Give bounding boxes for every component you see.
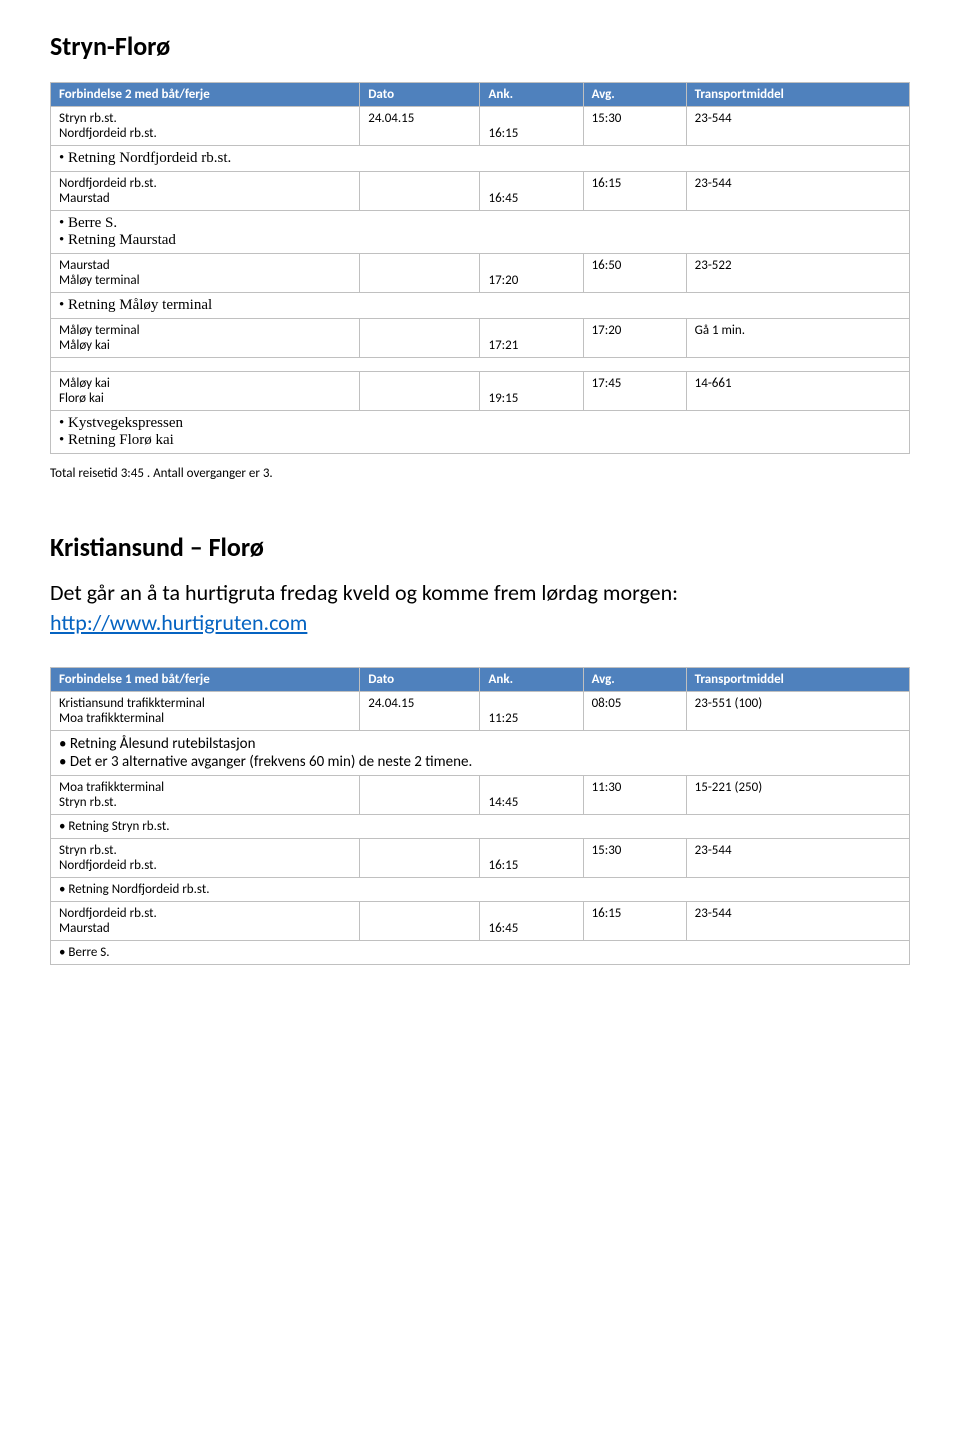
table-note-row: • Retning Stryn rb.st. <box>51 815 910 839</box>
cell-date: 24.04.15 <box>360 107 480 146</box>
table-note-row: • Berre S. <box>51 941 910 965</box>
cell-note: • Berre S. <box>51 941 910 965</box>
cell-ank: 16:45 <box>480 902 583 941</box>
table-spacer <box>51 358 910 372</box>
th-avg: Avg. <box>583 83 686 107</box>
cell-route: Kristiansund trafikkterminalMoa trafikkt… <box>51 692 360 731</box>
cell-ank: 16:45 <box>480 172 583 211</box>
intro-link[interactable]: http://www.hurtigruten.com <box>50 609 307 636</box>
th-trans: Transportmiddel <box>686 668 909 692</box>
cell-ank: 14:45 <box>480 776 583 815</box>
th-avg: Avg. <box>583 668 686 692</box>
cell-note: • Kystvegekspressen• Retning Florø kai <box>51 411 910 454</box>
th-date: Dato <box>360 83 480 107</box>
cell-avg: 08:05 <box>583 692 686 731</box>
table-row: Moa trafikkterminalStryn rb.st. 14:45 11… <box>51 776 910 815</box>
cell-avg: 15:30 <box>583 839 686 878</box>
th-trans: Transportmiddel <box>686 83 909 107</box>
cell-avg: 17:20 <box>583 319 686 358</box>
cell-note: • Berre S.• Retning Maurstad <box>51 211 910 254</box>
cell-trans: 23-551 (100) <box>686 692 909 731</box>
cell-ank: 17:20 <box>480 254 583 293</box>
cell-avg: 11:30 <box>583 776 686 815</box>
cell-trans: 23-522 <box>686 254 909 293</box>
cell-route: Moa trafikkterminalStryn rb.st. <box>51 776 360 815</box>
timetable-2: Forbindelse 1 med båt/ferje Dato Ank. Av… <box>50 667 910 965</box>
intro-text: Det går an å ta hurtigruta fredag kveld … <box>50 578 910 637</box>
cell-avg: 15:30 <box>583 107 686 146</box>
cell-route: Måløy terminalMåløy kai <box>51 319 360 358</box>
cell-trans: Gå 1 min. <box>686 319 909 358</box>
cell-avg: 17:45 <box>583 372 686 411</box>
cell-note: • Retning Måløy terminal <box>51 293 910 319</box>
table-note-row: • Retning Nordfjordeid rb.st. <box>51 878 910 902</box>
table-note-row: • Berre S.• Retning Maurstad <box>51 211 910 254</box>
cell-date <box>360 372 480 411</box>
table-note-row: • Retning Måløy terminal <box>51 293 910 319</box>
th-route: Forbindelse 1 med båt/ferje <box>51 668 360 692</box>
cell-ank: 17:21 <box>480 319 583 358</box>
cell-route: Måløy kaiFlorø kai <box>51 372 360 411</box>
cell-date <box>360 172 480 211</box>
timetable-1: Forbindelse 2 med båt/ferje Dato Ank. Av… <box>50 82 910 454</box>
table-note-row: • Kystvegekspressen• Retning Florø kai <box>51 411 910 454</box>
table-row: Måløy terminalMåløy kai 17:21 17:20 Gå 1… <box>51 319 910 358</box>
th-date: Dato <box>360 668 480 692</box>
table-row: Nordfjordeid rb.st.Maurstad 16:45 16:15 … <box>51 902 910 941</box>
table-row: Stryn rb.st.Nordfjordeid rb.st. 16:15 15… <box>51 839 910 878</box>
cell-route: MaurstadMåløy terminal <box>51 254 360 293</box>
cell-date <box>360 839 480 878</box>
table-header-row: Forbindelse 2 med båt/ferje Dato Ank. Av… <box>51 83 910 107</box>
cell-route: Stryn rb.st.Nordfjordeid rb.st. <box>51 839 360 878</box>
cell-note: • Retning Ålesund rutebilstasjon• Det er… <box>51 731 910 776</box>
cell-avg: 16:50 <box>583 254 686 293</box>
cell-date <box>360 776 480 815</box>
cell-route: Nordfjordeid rb.st.Maurstad <box>51 172 360 211</box>
cell-ank: 16:15 <box>480 107 583 146</box>
th-ank: Ank. <box>480 668 583 692</box>
cell-route: Stryn rb.st.Nordfjordeid rb.st. <box>51 107 360 146</box>
page-title-2: Kristiansund – Florø <box>50 531 910 563</box>
th-ank: Ank. <box>480 83 583 107</box>
cell-trans: 23-544 <box>686 839 909 878</box>
cell-ank: 19:15 <box>480 372 583 411</box>
table-row: Stryn rb.st.Nordfjordeid rb.st. 24.04.15… <box>51 107 910 146</box>
cell-date <box>360 319 480 358</box>
cell-date: 24.04.15 <box>360 692 480 731</box>
cell-note: • Retning Nordfjordeid rb.st. <box>51 146 910 172</box>
cell-trans: 23-544 <box>686 902 909 941</box>
table-row: Kristiansund trafikkterminalMoa trafikkt… <box>51 692 910 731</box>
table-note-row: • Retning Ålesund rutebilstasjon• Det er… <box>51 731 910 776</box>
cell-date <box>360 902 480 941</box>
th-route: Forbindelse 2 med båt/ferje <box>51 83 360 107</box>
table-row: MaurstadMåløy terminal 17:20 16:50 23-52… <box>51 254 910 293</box>
cell-route: Nordfjordeid rb.st.Maurstad <box>51 902 360 941</box>
summary-1: Total reisetid 3:45 . Antall overganger … <box>50 466 910 481</box>
cell-note: • Retning Nordfjordeid rb.st. <box>51 878 910 902</box>
cell-ank: 11:25 <box>480 692 583 731</box>
cell-trans: 23-544 <box>686 172 909 211</box>
table-note-row: • Retning Nordfjordeid rb.st. <box>51 146 910 172</box>
table-header-row: Forbindelse 1 med båt/ferje Dato Ank. Av… <box>51 668 910 692</box>
table-row: Måløy kaiFlorø kai 19:15 17:45 14-661 <box>51 372 910 411</box>
cell-trans: 15-221 (250) <box>686 776 909 815</box>
cell-trans: 14-661 <box>686 372 909 411</box>
cell-ank: 16:15 <box>480 839 583 878</box>
table-row: Nordfjordeid rb.st.Maurstad 16:45 16:15 … <box>51 172 910 211</box>
intro-pre: Det går an å ta hurtigruta fredag kveld … <box>50 579 678 606</box>
cell-note: • Retning Stryn rb.st. <box>51 815 910 839</box>
cell-avg: 16:15 <box>583 902 686 941</box>
cell-trans: 23-544 <box>686 107 909 146</box>
cell-date <box>360 254 480 293</box>
cell-avg: 16:15 <box>583 172 686 211</box>
page-title-1: Stryn-Florø <box>50 30 910 62</box>
